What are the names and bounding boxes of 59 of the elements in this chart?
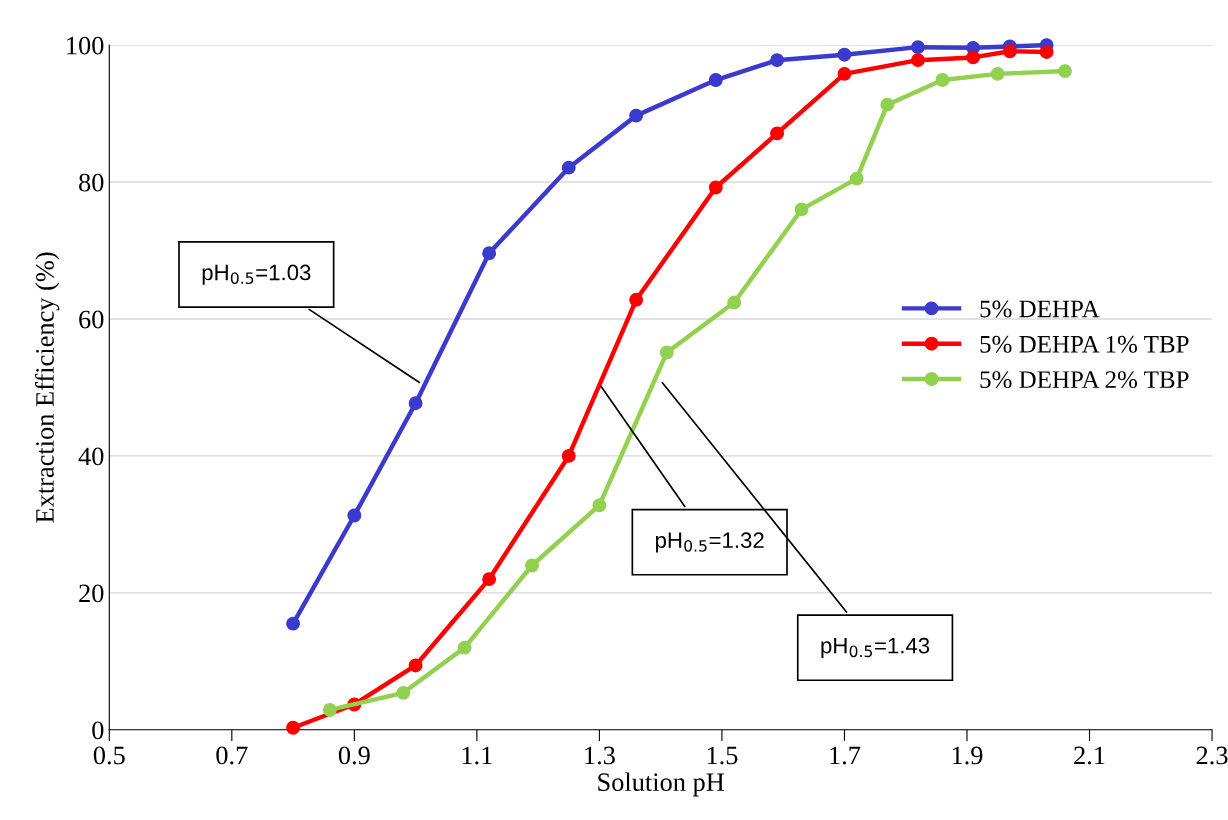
point [966, 50, 981, 65]
y-tick-label: 100 [67, 36, 104, 55]
point [286, 616, 301, 631]
x-tick-label: 0.7 [216, 746, 248, 765]
point [629, 292, 644, 307]
point [286, 720, 301, 735]
point [911, 53, 925, 68]
y-tick-label: 80 [79, 173, 104, 192]
point [1002, 44, 1017, 59]
x-tick-label: 2.3 [1196, 746, 1228, 765]
point [990, 66, 1005, 81]
x-tick-label: 2.1 [1074, 746, 1105, 765]
point [659, 345, 674, 360]
point [770, 53, 785, 68]
x-tick-label: 0.5 [93, 746, 125, 765]
point [794, 202, 809, 217]
point [561, 448, 576, 463]
y-tick-label: 60 [79, 310, 104, 329]
annotation: pH$_{0.5}$=1.43 [821, 637, 930, 658]
point [849, 171, 864, 186]
point [911, 40, 925, 55]
point [1058, 64, 1072, 79]
annotation: pH$_{0.5}$=1.03 [202, 264, 311, 285]
point [561, 160, 576, 175]
point [880, 97, 895, 112]
point [708, 73, 723, 87]
point [408, 658, 423, 673]
legend-label: 5% DEHPA 2% TBP [980, 371, 1189, 389]
x-tick-label: 1.1 [462, 746, 492, 765]
point [525, 558, 539, 573]
legend-label: 5% DEHPA 1% TBP [980, 335, 1189, 353]
y-axis-title: Extraction Efficiency (%) [35, 252, 60, 523]
x-tick-label: 0.9 [338, 746, 370, 765]
point [935, 73, 950, 87]
point [629, 108, 644, 123]
point [708, 180, 723, 195]
x-tick-label: 1.3 [585, 746, 615, 765]
y-tick-label: 40 [78, 447, 104, 466]
point [1039, 45, 1054, 59]
point [322, 702, 337, 717]
point [482, 246, 497, 261]
y-tick-label: 20 [79, 584, 104, 603]
x-axis-title: Solution pH [598, 772, 725, 797]
point [592, 498, 607, 513]
x-tick-label: 1.7 [830, 746, 861, 765]
legend-label: 5% DEHPA [980, 300, 1100, 318]
annotation: pH$_{0.5}$=1.32 [656, 532, 764, 553]
point [770, 126, 785, 141]
point [837, 47, 852, 62]
point [396, 685, 411, 700]
point [457, 640, 472, 655]
point [727, 295, 742, 310]
y-tick-label: 0 [92, 721, 104, 740]
point [482, 572, 497, 587]
x-tick-label: 1.9 [952, 746, 983, 765]
point [837, 66, 852, 81]
x-tick-label: 1.5 [707, 746, 738, 765]
point [408, 396, 423, 411]
point [347, 508, 362, 523]
